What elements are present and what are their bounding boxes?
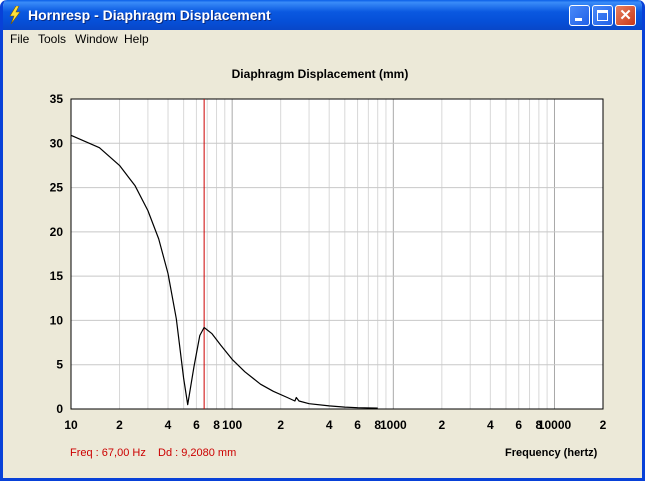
x-tick-label: 2 xyxy=(438,418,445,432)
x-tick-label: 4 xyxy=(165,418,172,432)
x-tick-label: 8 xyxy=(213,418,220,432)
x-tick-label: 10 xyxy=(64,418,78,432)
plot-border xyxy=(70,98,604,410)
title-bar[interactable]: Hornresp - Diaphragm Displacement ✕ xyxy=(3,0,642,30)
x-tick-label: 10000 xyxy=(538,418,572,432)
x-tick-label: 100 xyxy=(222,418,242,432)
y-tick-label: 35 xyxy=(50,92,64,106)
menu-file[interactable]: File xyxy=(10,32,30,46)
y-tick-label: 20 xyxy=(50,225,64,239)
y-tick-label: 15 xyxy=(50,269,64,283)
minimize-button[interactable] xyxy=(569,5,590,26)
chart-title: Diaphragm Displacement (mm) xyxy=(231,67,409,81)
x-tick-label: 8 xyxy=(536,418,543,432)
menu-help[interactable]: Help xyxy=(124,32,149,46)
x-tick-label: 6 xyxy=(354,418,361,432)
x-tick-label: 2 xyxy=(600,418,607,432)
y-tick-label: 5 xyxy=(56,358,63,372)
freq-readout: Freq : 67,00 Hz xyxy=(70,447,146,459)
y-tick-label: 10 xyxy=(50,313,64,327)
x-tick-label: 8 xyxy=(374,418,381,432)
close-button[interactable]: ✕ xyxy=(615,5,636,26)
x-tick-label: 2 xyxy=(116,418,123,432)
x-axis-label: Frequency (hertz) xyxy=(505,447,598,459)
displacement-readout: Dd : 9,2080 mm xyxy=(158,447,237,459)
x-tick-label: 6 xyxy=(515,418,522,432)
menu-bar: File Tools Window Help xyxy=(3,30,642,49)
menu-window[interactable]: Window xyxy=(75,32,118,46)
x-tick-label: 4 xyxy=(487,418,494,432)
window-title: Hornresp - Diaphragm Displacement xyxy=(28,7,271,23)
menu-tools[interactable]: Tools xyxy=(38,32,67,46)
y-tick-label: 30 xyxy=(50,136,64,150)
x-tick-label: 2 xyxy=(277,418,284,432)
lightning-bolt-icon xyxy=(9,6,21,24)
x-tick-label: 6 xyxy=(193,418,200,432)
displacement-series-line xyxy=(70,134,378,409)
maximize-button[interactable] xyxy=(592,5,613,26)
maximize-icon xyxy=(597,10,608,21)
plot-area xyxy=(71,99,603,409)
close-icon: ✕ xyxy=(619,7,632,24)
x-tick-label: 4 xyxy=(326,418,333,432)
minimize-icon xyxy=(575,18,582,21)
y-tick-label: 25 xyxy=(50,181,64,195)
y-tick-label: 0 xyxy=(56,402,63,416)
x-tick-label: 1000 xyxy=(380,418,407,432)
